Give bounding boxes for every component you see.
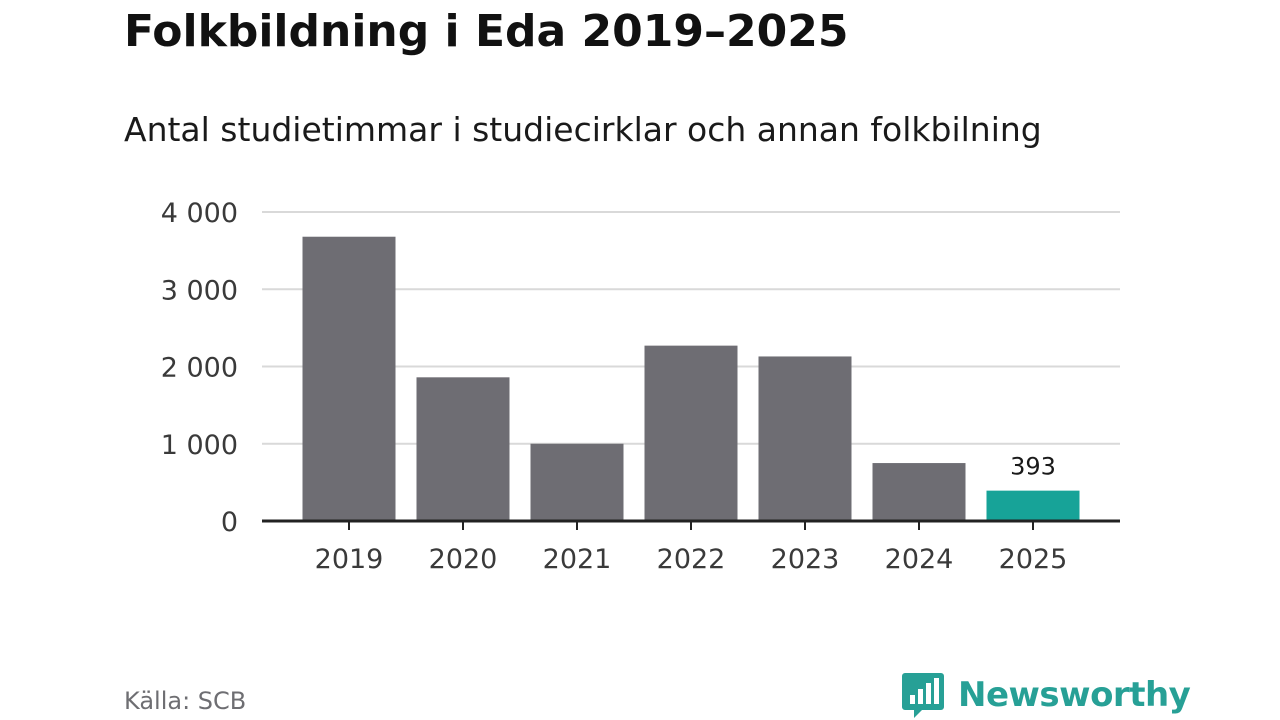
chart-title: Folkbildning i Eda 2019–2025 xyxy=(124,6,849,57)
x-tick-label: 2023 xyxy=(771,544,840,575)
x-tick-label: 2024 xyxy=(885,544,954,575)
bar xyxy=(416,377,510,521)
x-tick-label: 2022 xyxy=(657,544,726,575)
bar xyxy=(644,345,738,521)
data-label: 393 xyxy=(1010,453,1056,481)
brand-name: Newsworthy xyxy=(958,675,1191,715)
x-tick-label: 2025 xyxy=(999,544,1068,575)
y-tick-label: 2 000 xyxy=(161,353,238,384)
bar xyxy=(530,443,624,521)
y-tick-label: 3 000 xyxy=(161,275,238,306)
bar xyxy=(872,463,966,521)
chart-subtitle: Antal studietimmar i studiecirklar och a… xyxy=(124,110,1042,149)
x-tick-label: 2021 xyxy=(543,544,612,575)
y-tick-label: 0 xyxy=(221,507,238,538)
bar-chart-speech-bubble-icon xyxy=(902,673,944,718)
y-tick-label: 1 000 xyxy=(161,430,238,461)
source-note: Källa: SCB xyxy=(124,687,247,715)
brand[interactable]: Newsworthy xyxy=(902,670,1191,720)
y-tick-label: 4 000 xyxy=(161,198,238,229)
bar xyxy=(758,356,852,521)
bar xyxy=(302,236,396,521)
x-tick-label: 2019 xyxy=(315,544,384,575)
bar-highlight xyxy=(986,490,1080,521)
x-tick-label: 2020 xyxy=(429,544,498,575)
